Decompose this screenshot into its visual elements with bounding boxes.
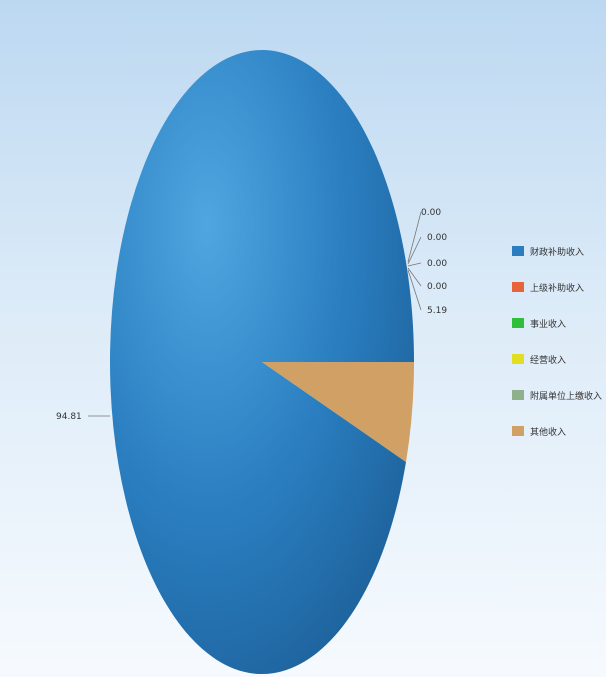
legend-label: 财政补助收入 (530, 247, 585, 258)
leader-line (407, 267, 422, 287)
legend-label: 事业收入 (530, 319, 567, 330)
leader-line (407, 236, 422, 265)
data-label: 94.81 (56, 412, 82, 422)
data-label: 0.00 (427, 233, 447, 243)
legend-label: 经营收入 (530, 355, 567, 366)
data-label: 0.00 (421, 208, 441, 218)
leader-line (407, 262, 422, 267)
pie-slice[interactable] (110, 49, 415, 674)
legend-swatch (512, 282, 524, 292)
legend-item[interactable]: 上级补助收入 (512, 280, 606, 294)
data-label: 0.00 (427, 282, 447, 292)
legend-item[interactable]: 财政补助收入 (512, 244, 606, 258)
legend-item[interactable]: 事业收入 (512, 316, 606, 330)
legend-label: 附属单位上缴收入 (530, 391, 603, 402)
legend-swatch (512, 426, 524, 436)
leader-line (407, 269, 422, 311)
data-label: 0.00 (427, 259, 447, 269)
legend-swatch (512, 354, 524, 364)
legend-swatch (512, 318, 524, 328)
legend-swatch (512, 246, 524, 256)
legend-item[interactable]: 其他收入 (512, 424, 606, 438)
legend-swatch (512, 390, 524, 400)
legend: 财政补助收入 上级补助收入 事业收入 经营收入 附属单位上缴收入 其他收入 (512, 244, 606, 460)
pie-slice[interactable] (262, 362, 414, 462)
legend-item[interactable]: 附属单位上缴收入 (512, 388, 606, 402)
legend-label: 其他收入 (530, 427, 567, 438)
legend-item[interactable]: 经营收入 (512, 352, 606, 366)
leader-line (407, 211, 422, 263)
data-label: 5.19 (427, 306, 447, 316)
legend-label: 上级补助收入 (530, 283, 585, 294)
